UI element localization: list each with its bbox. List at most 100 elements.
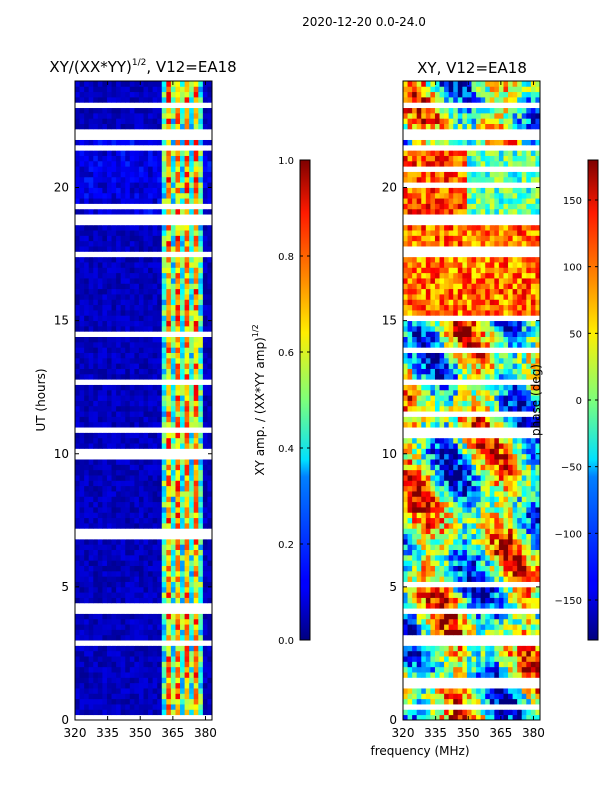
heatmap-cell <box>193 677 199 684</box>
heatmap-cell <box>462 538 468 545</box>
heatmap-cell <box>202 176 208 183</box>
heatmap-cell <box>120 560 126 566</box>
heatmap-cell <box>416 480 422 487</box>
heatmap-cell <box>207 592 213 598</box>
heatmap-cell <box>489 549 495 556</box>
heatmap-cell <box>79 682 85 689</box>
heatmap-cell <box>175 150 181 156</box>
heatmap-cell <box>434 544 440 550</box>
heatmap-cell <box>198 714 204 721</box>
heatmap-cell <box>508 661 513 668</box>
heatmap-cell <box>175 240 181 247</box>
heatmap-cell <box>88 155 94 162</box>
heatmap-cell <box>106 522 112 529</box>
heatmap-cell <box>152 352 158 359</box>
heatmap-cell <box>134 698 140 705</box>
heatmap-cell <box>79 395 85 401</box>
heatmap-cell <box>125 645 131 652</box>
heatmap-cell <box>425 522 431 529</box>
heatmap-cell <box>129 522 135 529</box>
heatmap-cell <box>508 501 513 508</box>
heatmap-cell <box>207 666 213 673</box>
heatmap-cell <box>93 123 99 130</box>
heatmap-cell <box>189 262 195 268</box>
heatmap-cell <box>412 672 418 678</box>
heatmap-cell <box>193 400 199 407</box>
heatmap-cell <box>125 309 131 316</box>
heatmap-cell <box>166 411 172 417</box>
heatmap-cell <box>175 464 181 471</box>
heatmap-cell <box>425 538 431 545</box>
heatmap-cell <box>189 187 195 194</box>
heatmap-cell <box>116 341 122 348</box>
heatmap-cell <box>476 602 482 609</box>
heatmap-cell <box>120 661 126 668</box>
heatmap-cell <box>439 549 445 556</box>
heatmap-cell <box>93 294 99 300</box>
heatmap-cell <box>166 379 172 385</box>
heatmap-cell <box>93 666 99 673</box>
heatmap-cell <box>106 544 112 550</box>
heatmap-cell <box>207 693 213 700</box>
heatmap-cell <box>198 666 204 673</box>
heatmap-cell <box>462 704 468 710</box>
heatmap-cell <box>143 81 149 87</box>
heatmap-cell <box>180 645 185 652</box>
heatmap-cell <box>530 613 536 620</box>
heatmap-cell <box>193 192 199 199</box>
heatmap-cell <box>106 704 112 710</box>
heatmap-cell <box>134 464 140 471</box>
heatmap-cell <box>480 666 486 673</box>
heatmap-cell <box>129 613 135 620</box>
heatmap-cell <box>157 192 163 199</box>
heatmap-cell <box>161 656 167 662</box>
heatmap-cell <box>75 682 80 689</box>
heatmap-cell <box>102 166 108 172</box>
heatmap-cell <box>120 81 126 87</box>
heatmap-cell <box>111 528 117 535</box>
heatmap-cell <box>157 102 163 109</box>
heatmap-cell <box>207 709 213 716</box>
heatmap-cell <box>88 677 94 684</box>
heatmap-cell <box>189 208 195 215</box>
heatmap-cell <box>175 288 181 295</box>
heatmap-cell <box>180 294 185 300</box>
heatmap-cell <box>180 640 185 646</box>
heatmap-cell <box>138 618 144 625</box>
heatmap-cell <box>129 538 135 545</box>
heatmap-cell <box>166 96 172 103</box>
heatmap-cell <box>535 528 541 535</box>
heatmap-cell <box>97 139 103 146</box>
heatmap-cell <box>161 171 167 178</box>
heatmap-cell <box>79 592 85 598</box>
heatmap-cell <box>512 613 518 620</box>
heatmap-cell <box>485 645 491 652</box>
heatmap-cell <box>202 134 208 140</box>
heatmap-cell <box>152 278 158 284</box>
heatmap-cell <box>407 522 413 529</box>
heatmap-cell <box>93 576 99 582</box>
heatmap-cell <box>485 602 491 609</box>
heatmap-cell <box>498 640 504 646</box>
heatmap-cell <box>138 278 144 284</box>
heatmap-cell <box>79 171 85 178</box>
heatmap-cell <box>106 331 112 337</box>
heatmap-cell <box>503 640 509 646</box>
heatmap-cell <box>412 549 418 556</box>
heatmap-cell <box>134 203 140 210</box>
heatmap-cell <box>152 182 158 188</box>
heatmap-cell <box>498 709 504 716</box>
heatmap-cell <box>439 629 445 636</box>
heatmap-cell <box>134 256 140 263</box>
heatmap-cell <box>193 230 199 236</box>
heatmap-cell <box>138 560 144 566</box>
heatmap-cell <box>106 538 112 545</box>
heatmap-cell <box>202 267 208 274</box>
heatmap-cell <box>207 320 213 327</box>
heatmap-cell <box>88 618 94 625</box>
heatmap-cell <box>125 560 131 566</box>
heatmap-cell <box>84 118 90 124</box>
heatmap-cell <box>88 693 94 700</box>
heatmap-cell <box>189 405 195 412</box>
heatmap-cell <box>75 597 80 604</box>
